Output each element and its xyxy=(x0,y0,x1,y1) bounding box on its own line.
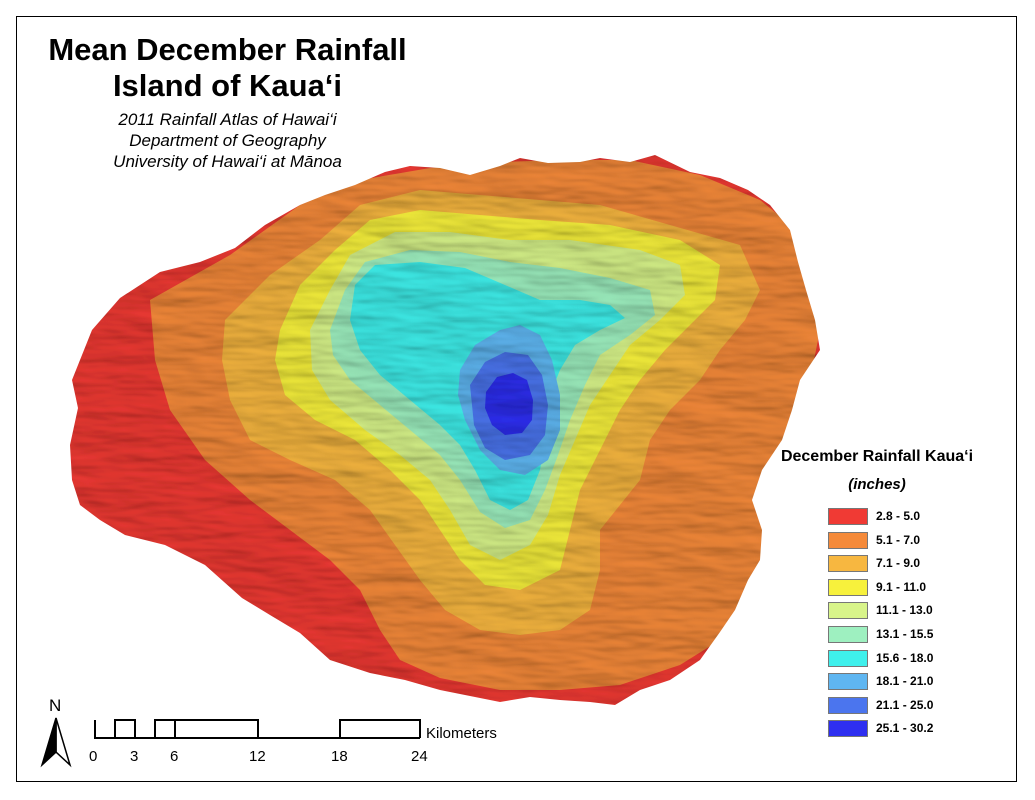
legend-swatch xyxy=(828,508,868,525)
map-title-line-1: Mean December Rainfall xyxy=(48,32,407,67)
legend-label: 9.1 - 11.0 xyxy=(876,579,927,594)
rainfall-zones xyxy=(70,155,820,705)
legend-swatch xyxy=(828,720,868,738)
credit-line-2: Department of Geography xyxy=(129,131,326,150)
legend-label: 18.1 - 21.0 xyxy=(876,674,934,689)
scale-tick-label: 6 xyxy=(170,748,178,765)
scale-unit-label: Kilometers xyxy=(426,725,497,742)
legend-swatch xyxy=(828,531,868,549)
legend-swatch xyxy=(828,673,868,691)
scale-tick-label: 12 xyxy=(249,748,266,765)
legend-label: 5.1 - 7.0 xyxy=(876,532,921,547)
legend-swatch xyxy=(828,578,868,596)
legend-label: 11.1 - 13.0 xyxy=(876,603,933,618)
credit-line-3: University of Hawai‘i at Mānoa xyxy=(113,152,342,171)
legend-swatch xyxy=(828,602,868,620)
map-title-line-2: Island of Kaua‘i xyxy=(112,68,343,103)
legend-label: 21.1 - 25.0 xyxy=(876,697,934,712)
legend-title: December Rainfall Kaua‘i xyxy=(780,448,974,465)
legend-label: 13.1 - 15.5 xyxy=(876,626,934,641)
legend: December Rainfall Kaua‘i (inches) 2.8 - … xyxy=(772,448,1012,738)
credit-line-1: 2011 Rainfall Atlas of Hawai‘i xyxy=(118,110,337,129)
scale-tick-label: 18 xyxy=(331,748,348,765)
legend-swatch xyxy=(828,696,868,714)
zone-25.1-30.2 xyxy=(485,373,533,435)
scale-bar: Kilometers 0 3 6 12 18 24 xyxy=(89,719,497,765)
legend-swatch xyxy=(828,625,868,643)
north-label: N xyxy=(49,696,61,715)
legend-swatch xyxy=(828,649,868,667)
legend-unit: (inches) xyxy=(848,476,906,493)
legend-label: 2.8 - 5.0 xyxy=(876,509,921,523)
scale-tick-label: 0 xyxy=(89,748,97,765)
legend-label: 25.1 - 30.2 xyxy=(876,721,934,736)
scale-tick-label: 3 xyxy=(130,748,138,765)
legend-swatch xyxy=(828,555,868,573)
legend-label: 7.1 - 9.0 xyxy=(876,556,921,571)
legend-label: 15.6 - 18.0 xyxy=(876,650,934,665)
scale-tick-label: 24 xyxy=(411,748,428,765)
north-arrow-icon: N xyxy=(40,696,72,768)
